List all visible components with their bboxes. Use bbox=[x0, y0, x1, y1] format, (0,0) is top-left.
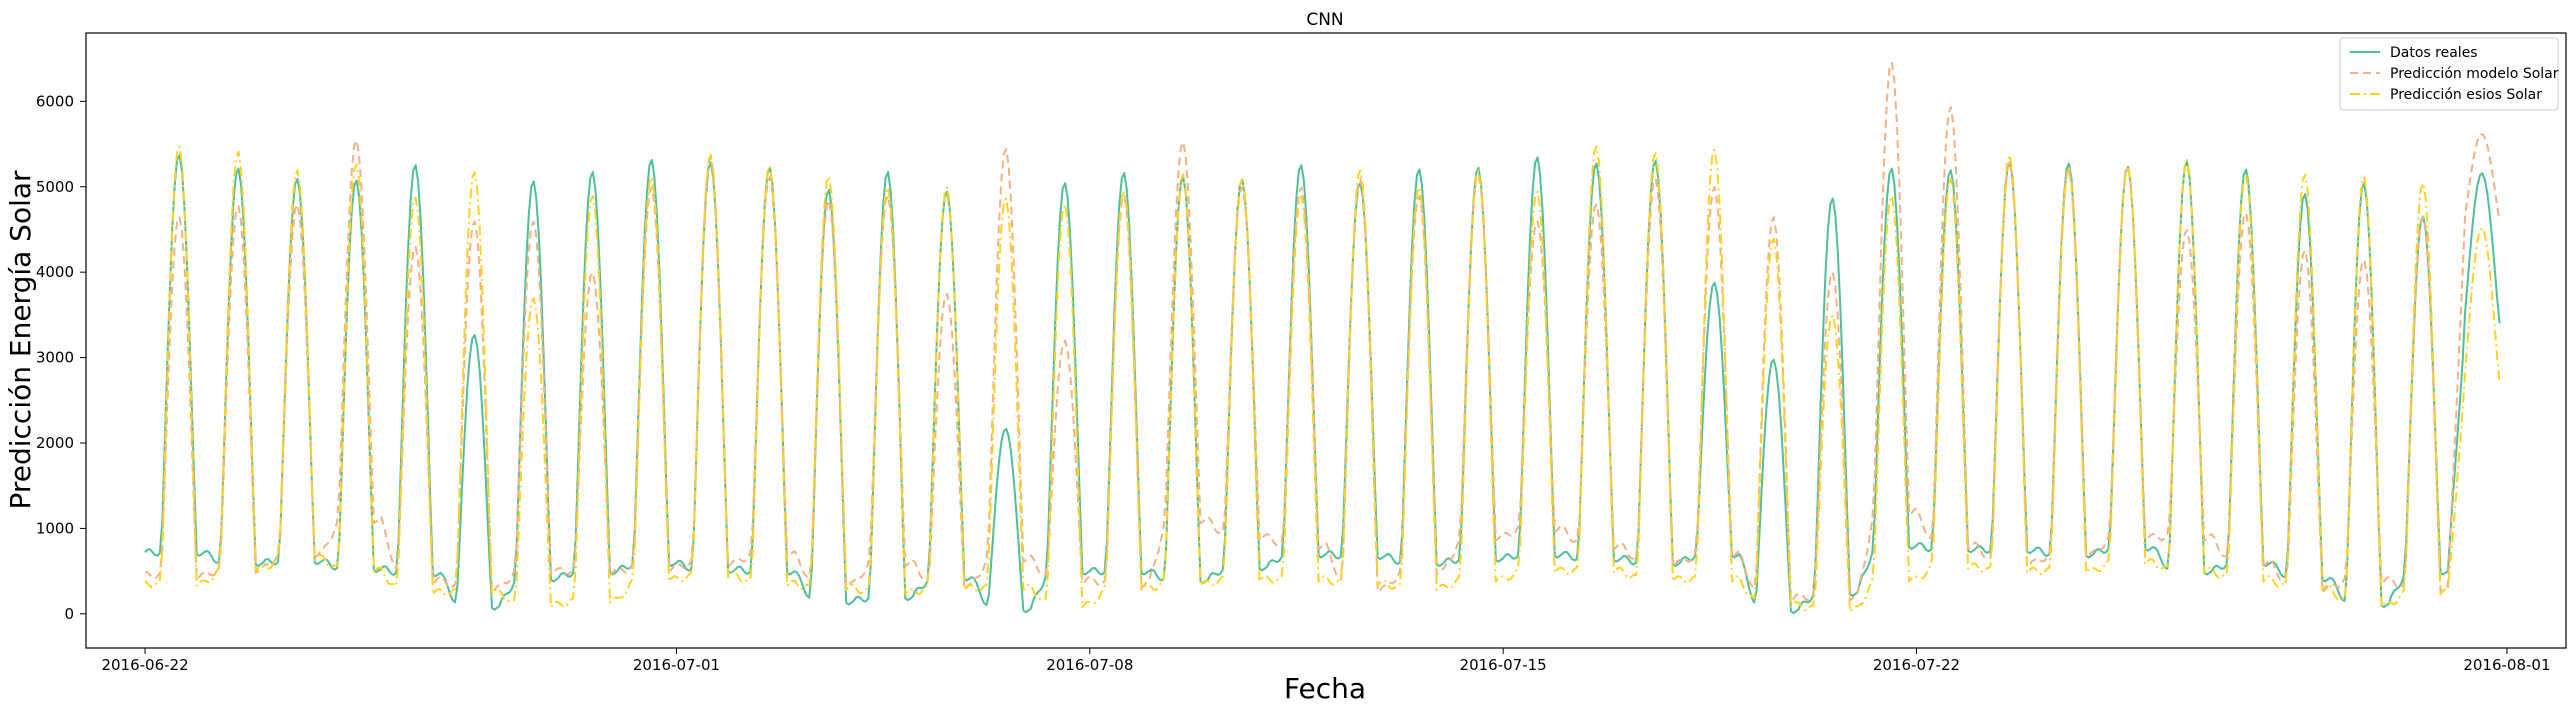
plot-area bbox=[85, 32, 2567, 649]
series-layer bbox=[144, 61, 2501, 614]
legend-label-esios: Predicción esios Solar bbox=[2390, 87, 2542, 103]
y-tick-label: 3000 bbox=[36, 349, 74, 367]
x-tick-label: 2016-07-01 bbox=[633, 656, 720, 674]
y-axis-label: Predicción Energía Solar bbox=[4, 170, 37, 510]
series-line-datos-reales bbox=[144, 154, 2501, 614]
series-line-prediccion-modelo bbox=[144, 61, 2501, 602]
y-tick-label: 6000 bbox=[36, 92, 74, 110]
y-tick-label: 4000 bbox=[36, 263, 74, 281]
y-tick-label: 0 bbox=[64, 605, 74, 623]
legend-label-modelo: Predicción modelo Solar bbox=[2390, 66, 2559, 82]
chart-title: CNN bbox=[1306, 10, 1343, 30]
x-tick-label: 2016-08-01 bbox=[2463, 656, 2550, 674]
x-tick-label: 2016-06-22 bbox=[101, 656, 188, 674]
x-tick-label: 2016-07-08 bbox=[1046, 656, 1133, 674]
x-axis: 2016-06-22 2016-07-01 2016-07-08 2016-07-15… bbox=[101, 648, 2551, 674]
y-tick-label: 2000 bbox=[36, 434, 74, 452]
x-axis-label: Fecha bbox=[1284, 672, 1366, 705]
x-tick-label: 2016-07-15 bbox=[1460, 656, 1547, 674]
y-tick-label: 5000 bbox=[36, 178, 74, 196]
legend-box bbox=[2339, 37, 2559, 111]
series-line-prediccion-esios bbox=[144, 145, 2501, 613]
legend: Datos reales Predicción modelo Solar Pre… bbox=[2339, 37, 2559, 111]
y-axis: 0 1000 2000 3000 4000 5000 6000 bbox=[36, 92, 86, 623]
y-tick-label: 1000 bbox=[36, 519, 74, 537]
x-tick-label: 2016-07-22 bbox=[1873, 656, 1960, 674]
legend-label-datos-reales: Datos reales bbox=[2390, 45, 2478, 61]
